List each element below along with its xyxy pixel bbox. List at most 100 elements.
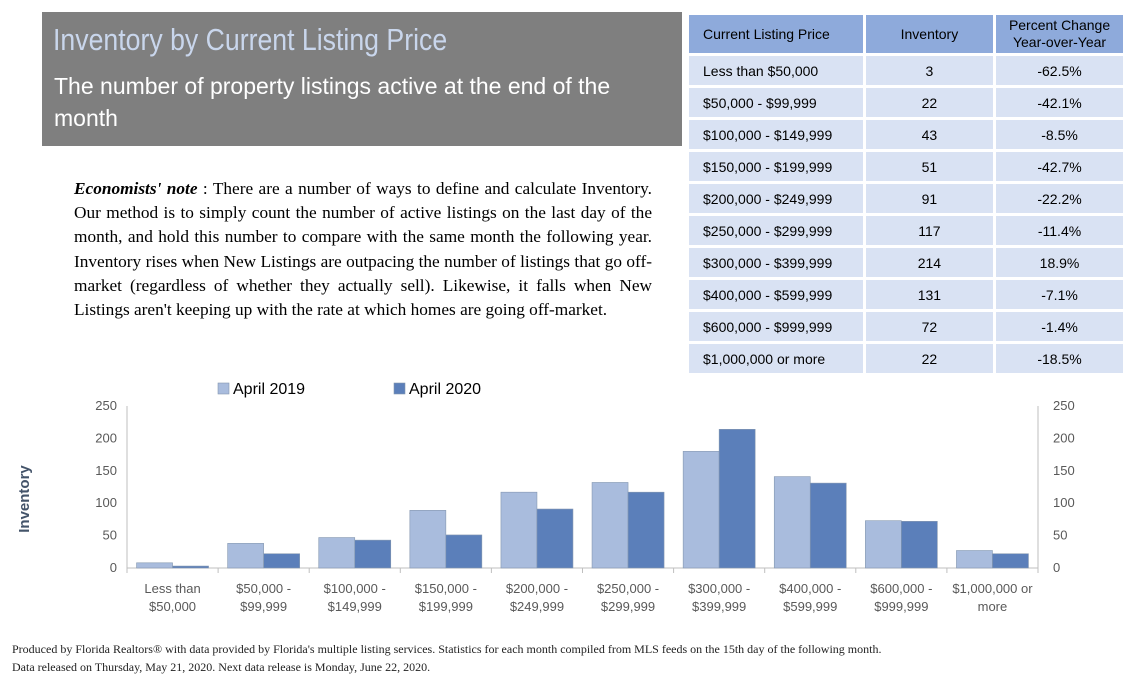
note-label: Economists' note xyxy=(74,179,198,198)
page-title: Inventory by Current Listing Price xyxy=(53,22,448,57)
y-tick-label-right: 0 xyxy=(1053,560,1060,575)
cell-inventory: 91 xyxy=(865,184,994,213)
cell-price: $50,000 - $99,999 xyxy=(689,88,863,117)
footer-line-1: Produced by Florida Realtors® with data … xyxy=(12,642,882,656)
y-tick-label-left: 0 xyxy=(110,560,117,575)
inventory-bar-chart: 0 0 50 50 100 100 150 150 200 200 250 250 Less than $… xyxy=(16,381,1075,614)
bar-april-2019 xyxy=(682,451,720,569)
x-tick-label: $300,000 - xyxy=(688,581,750,596)
cell-inventory: 3 xyxy=(865,56,994,85)
inventory-table: Current Listing Price Inventory Percent … xyxy=(686,12,1126,376)
cell-change: -22.2% xyxy=(996,184,1123,213)
cell-change: -42.7% xyxy=(996,152,1123,181)
cell-inventory: 131 xyxy=(865,280,994,309)
footer-line-2: Data released on Thursday, May 21, 2020.… xyxy=(12,660,431,674)
y-tick-label-right: 100 xyxy=(1053,495,1075,510)
bar-april-2019 xyxy=(773,476,811,569)
cell-price: $250,000 - $299,999 xyxy=(689,216,863,245)
table-row: $400,000 - $599,999 131 -7.1% xyxy=(689,280,1123,309)
table-row: Less than $50,000 3 -62.5% xyxy=(689,56,1123,85)
cell-inventory: 214 xyxy=(865,248,994,277)
table-row: $300,000 - $399,999 214 18.9% xyxy=(689,248,1123,277)
x-tick-label: $50,000 xyxy=(149,599,196,614)
cell-change: -1.4% xyxy=(996,312,1123,341)
table-row: $600,000 - $999,999 72 -1.4% xyxy=(689,312,1123,341)
bar-april-2020 xyxy=(536,508,574,569)
y-tick-label-left: 200 xyxy=(95,430,117,445)
bar-april-2020 xyxy=(627,491,665,569)
table-row: $100,000 - $149,999 43 -8.5% xyxy=(689,120,1123,149)
bar-april-2020 xyxy=(992,553,1029,569)
bar-april-2020 xyxy=(809,482,847,569)
x-tick-label: more xyxy=(978,599,1008,614)
cell-price: $1,000,000 or more xyxy=(689,344,863,373)
cell-price: $150,000 - $199,999 xyxy=(689,152,863,181)
cell-inventory: 51 xyxy=(865,152,994,181)
bar-april-2019 xyxy=(409,510,447,569)
table-row: $1,000,000 or more 22 -18.5% xyxy=(689,344,1123,373)
bar-april-2019 xyxy=(956,550,993,569)
cell-inventory: 22 xyxy=(865,344,994,373)
y-tick-label-left: 50 xyxy=(103,528,117,543)
bar-april-2020 xyxy=(445,534,483,569)
bar-april-2019 xyxy=(227,543,264,569)
header-inventory: Inventory xyxy=(865,15,994,53)
bar-april-2019 xyxy=(865,520,902,569)
cell-price: $300,000 - $399,999 xyxy=(689,248,863,277)
x-tick-label: $199,999 xyxy=(419,599,473,614)
cell-inventory: 43 xyxy=(865,120,994,149)
x-tick-label: Less than xyxy=(144,581,200,596)
cell-change: -62.5% xyxy=(996,56,1123,85)
cell-change: -7.1% xyxy=(996,280,1123,309)
legend-swatch-april-2020 xyxy=(393,382,406,395)
x-tick-label: $99,999 xyxy=(240,599,287,614)
x-tick-label: $1,000,000 or xyxy=(952,581,1033,596)
legend-label-april-2020: April 2020 xyxy=(409,381,481,398)
cell-inventory: 22 xyxy=(865,88,994,117)
header-panel: Inventory by Current Listing Price The n… xyxy=(42,12,682,146)
footer: Produced by Florida Realtors® with data … xyxy=(12,640,881,676)
y-tick-label-left: 100 xyxy=(95,495,117,510)
x-tick-label: $299,999 xyxy=(601,599,655,614)
x-tick-label: $100,000 - xyxy=(324,581,386,596)
y-tick-label-left: 250 xyxy=(95,398,117,413)
cell-change: -42.1% xyxy=(996,88,1123,117)
y-axis-title: Inventory xyxy=(16,465,33,533)
bar-april-2020 xyxy=(354,539,392,569)
note-text: There are a number of ways to define and… xyxy=(74,179,652,320)
cell-price: $100,000 - $149,999 xyxy=(689,120,863,149)
x-tick-label: $600,000 - xyxy=(870,581,932,596)
bar-april-2020 xyxy=(901,521,938,569)
legend-swatch-april-2019 xyxy=(217,382,230,395)
bar-april-2020 xyxy=(172,565,209,569)
cell-price: $400,000 - $599,999 xyxy=(689,280,863,309)
page-subtitle: The number of property listings active a… xyxy=(54,73,611,131)
y-tick-label-right: 50 xyxy=(1053,528,1067,543)
legend-label-april-2019: April 2019 xyxy=(233,381,305,398)
bar-april-2019 xyxy=(136,562,173,569)
table-row: $150,000 - $199,999 51 -42.7% xyxy=(689,152,1123,181)
bar-april-2019 xyxy=(318,537,356,569)
table-row: $200,000 - $249,999 91 -22.2% xyxy=(689,184,1123,213)
y-tick-label-right: 150 xyxy=(1053,463,1075,478)
x-tick-label: $150,000 - xyxy=(415,581,477,596)
cell-change: -11.4% xyxy=(996,216,1123,245)
y-tick-label-left: 150 xyxy=(95,463,117,478)
y-tick-label-right: 250 xyxy=(1053,398,1075,413)
cell-change: -18.5% xyxy=(996,344,1123,373)
table-row: $50,000 - $99,999 22 -42.1% xyxy=(689,88,1123,117)
cell-change: 18.9% xyxy=(996,248,1123,277)
header-percent-change: Percent Change Year-over-Year xyxy=(996,15,1123,53)
x-tick-label: $149,999 xyxy=(328,599,382,614)
cell-price: $600,000 - $999,999 xyxy=(689,312,863,341)
cell-price: $200,000 - $249,999 xyxy=(689,184,863,213)
cell-inventory: 72 xyxy=(865,312,994,341)
x-tick-label: $399,999 xyxy=(692,599,746,614)
x-tick-label: $999,999 xyxy=(874,599,928,614)
cell-price: Less than $50,000 xyxy=(689,56,863,85)
table-header-row: Current Listing Price Inventory Percent … xyxy=(689,15,1123,53)
y-tick-label-right: 200 xyxy=(1053,430,1075,445)
x-tick-label: $599,999 xyxy=(783,599,837,614)
bar-april-2020 xyxy=(263,553,300,569)
cell-change: -8.5% xyxy=(996,120,1123,149)
